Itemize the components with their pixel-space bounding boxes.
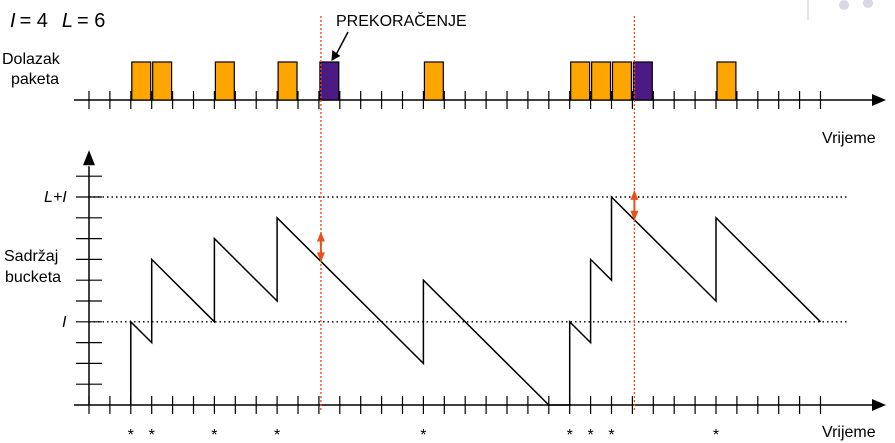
accepted-packet [277, 61, 298, 101]
overflow-pointer-line [334, 31, 349, 57]
diagram-marks: * * * * * * * * * [74, 16, 886, 443]
arrivals-label-line2: paketa [11, 71, 59, 88]
parameter-heading: I = 4 L = 6 [10, 10, 105, 32]
bucket-axis-arrowhead [872, 399, 886, 411]
arrival-asterisk: * [713, 427, 719, 443]
dropped-packet [632, 61, 653, 101]
arrival-asterisk: * [274, 427, 280, 443]
accepted-packet [131, 61, 152, 101]
arrival-axis-arrowhead [872, 94, 886, 106]
accepted-packet [590, 61, 612, 101]
time-label-top: Vrijeme [822, 130, 876, 147]
accepted-packet [570, 61, 591, 101]
arrival-asterisk: * [211, 427, 217, 443]
arrivals-label-line1: Dolazak [2, 51, 61, 68]
content-label-line1: Sadržaj [4, 248, 58, 265]
level-label-i: I [62, 314, 67, 331]
corner-dot [863, 0, 873, 8]
accepted-packet [423, 61, 444, 101]
overflow-excess-arrowhead-up [316, 231, 325, 242]
dropped-packet [319, 61, 340, 101]
corner-dot [839, 0, 849, 10]
accepted-packet [152, 61, 173, 101]
arrival-asterisk: * [149, 427, 155, 443]
overflow-label: PREKORAČENJE [336, 11, 467, 30]
arrival-asterisk: * [128, 427, 134, 443]
arrival-asterisk: * [420, 427, 426, 443]
overflow-excess-arrowhead-down [316, 252, 325, 263]
level-label-l-plus-i: L+I [44, 189, 67, 206]
bucket-content-trace [130, 195, 822, 406]
accepted-packet [214, 61, 235, 101]
overflow-excess-arrowhead-down [630, 210, 639, 221]
overflow-pointer-arrowhead [331, 50, 341, 61]
time-label-bottom: Vrijeme [822, 424, 876, 441]
overflow-excess-arrowhead-up [630, 189, 639, 200]
arrival-asterisk: * [608, 427, 614, 443]
content-label-line2: bucketa [5, 269, 61, 286]
arrival-asterisk: * [567, 427, 573, 443]
bucket-value-arrowhead [83, 150, 95, 166]
accepted-packet [611, 61, 632, 101]
accepted-packet [716, 61, 737, 101]
arrival-asterisk: * [587, 427, 593, 443]
